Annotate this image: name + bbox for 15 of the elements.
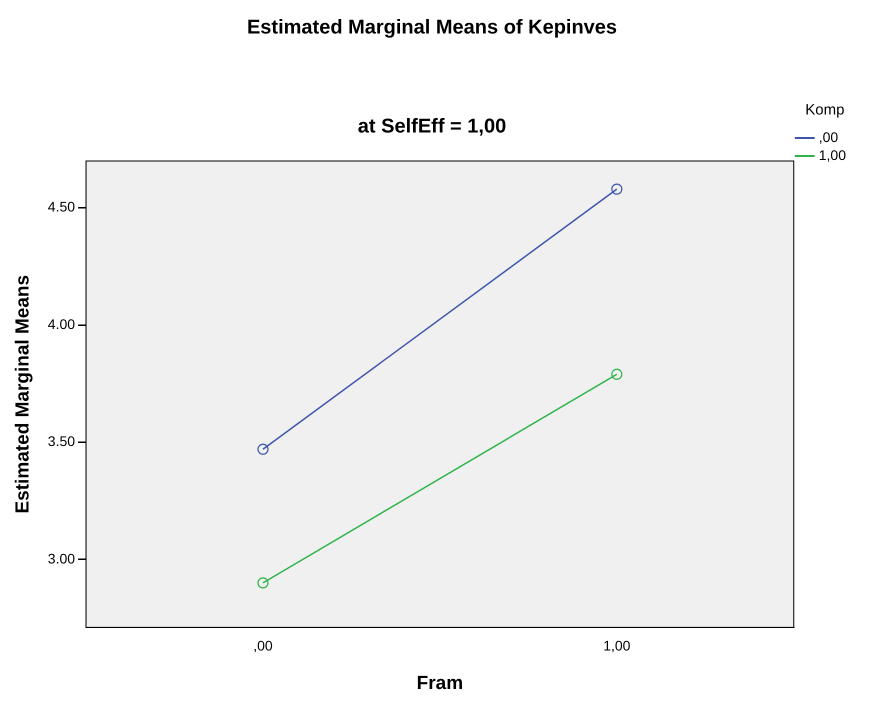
legend-label: 1,00 — [818, 146, 846, 163]
point — [611, 368, 622, 380]
y-tick-label: 4.00 — [48, 316, 76, 332]
legend-title: Komp — [805, 102, 844, 119]
y-axis-title: Estimated Marginal Means — [12, 274, 34, 514]
y-tick-label: 4.50 — [48, 198, 76, 215]
y-tick-label: 3.50 — [48, 433, 76, 450]
point — [257, 577, 269, 588]
point — [611, 184, 622, 195]
chart-subtitle: at SelfEff = 1,00 — [358, 116, 506, 138]
legend-label: ,00 — [818, 128, 838, 145]
x-axis-title: Fram — [416, 672, 464, 694]
point — [257, 444, 269, 455]
y-tick-label: 3.00 — [48, 550, 76, 566]
chart-title: Estimated Marginal Means of Kepinves — [246, 16, 618, 39]
